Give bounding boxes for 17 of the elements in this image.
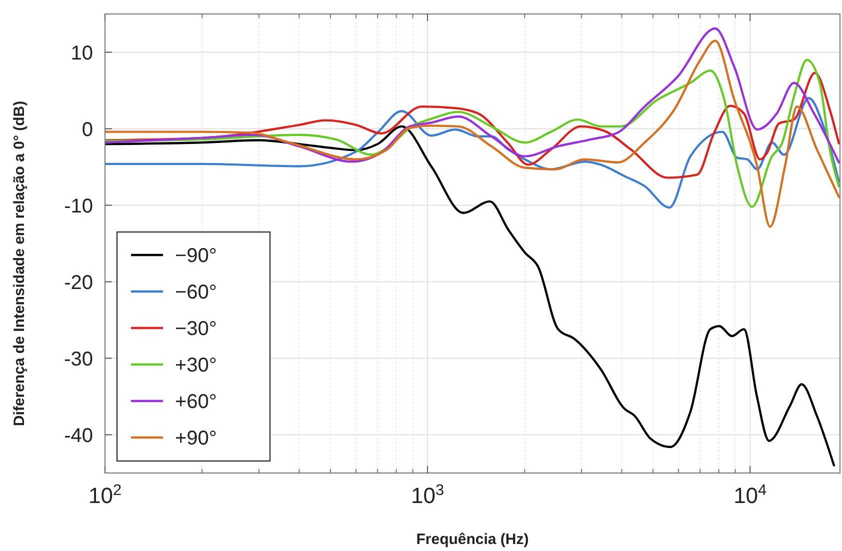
y-tick-label: 0 xyxy=(82,118,93,141)
y-tick-label: -10 xyxy=(64,195,93,218)
y-tick-label: 10 xyxy=(70,42,93,64)
y-tick-label: -20 xyxy=(64,272,93,294)
legend-label: +90° xyxy=(175,428,217,450)
y-axis-title: Diferença de Intensidade em relação a 0° (dB) xyxy=(11,100,28,426)
x-axis-title: Frequência (Hz) xyxy=(416,531,529,548)
y-tick-label: -30 xyxy=(64,348,93,370)
legend-label: −90° xyxy=(175,245,217,267)
legend-label: −30° xyxy=(175,318,217,340)
x-tick-label: 10$^{4}$ xyxy=(734,482,768,508)
x-tick-label: 10$^{3}$ xyxy=(411,482,444,508)
x-tick-label: 10$^{2}$ xyxy=(88,482,122,508)
legend-label: −60° xyxy=(175,282,217,304)
legend-label: +60° xyxy=(175,391,217,413)
legend-label: +30° xyxy=(175,354,217,376)
y-tick-label: -40 xyxy=(64,424,93,447)
